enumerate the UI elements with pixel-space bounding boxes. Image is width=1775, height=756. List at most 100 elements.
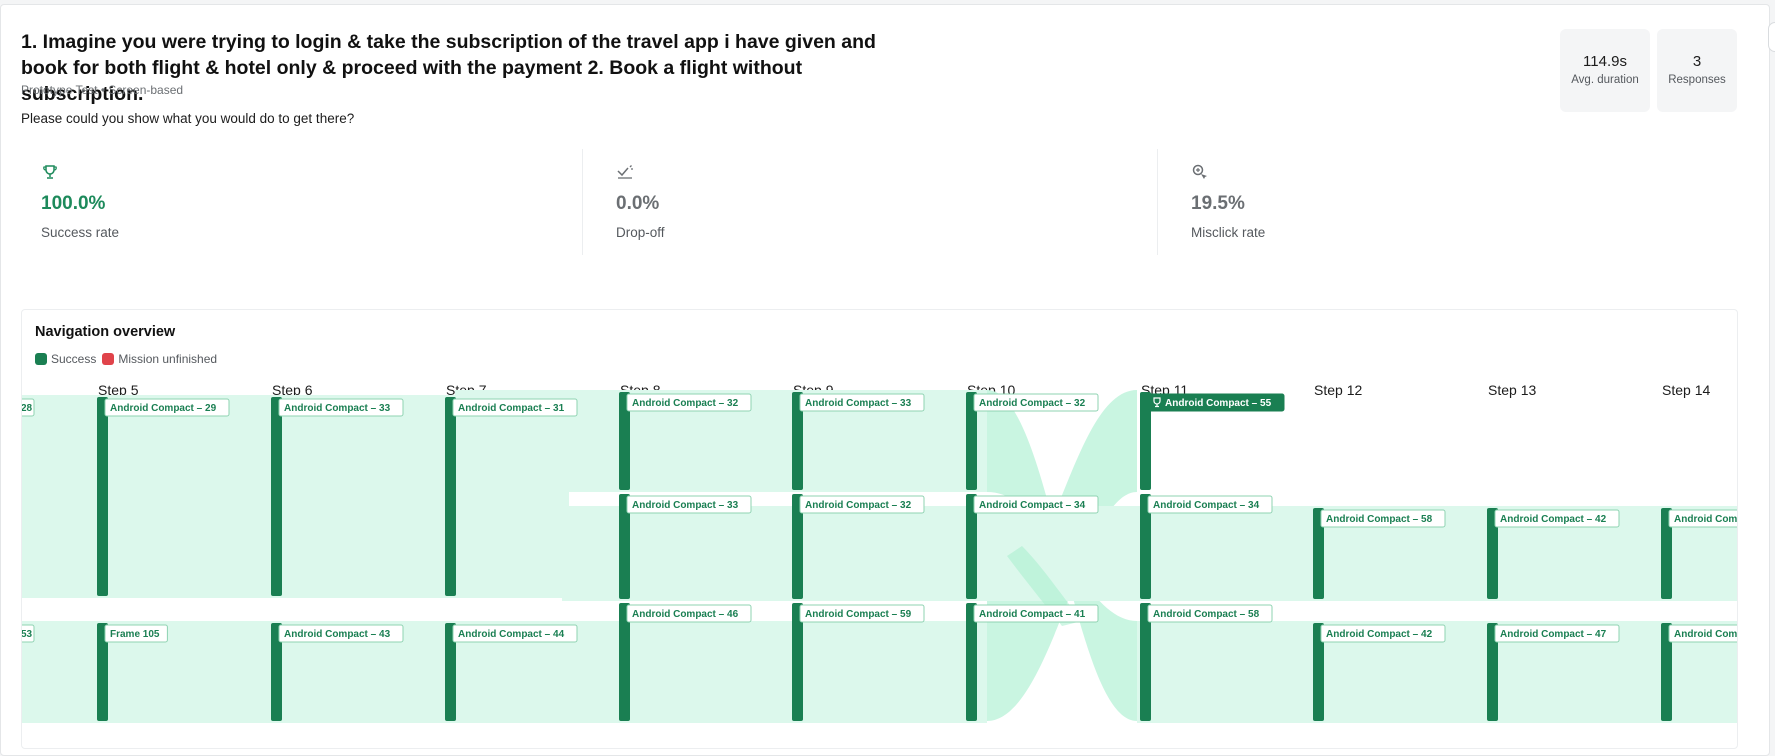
legend-unfinished-label: Mission unfinished	[118, 352, 218, 366]
node-bar[interactable]	[619, 494, 630, 599]
node-bar[interactable]	[792, 603, 803, 721]
node-label[interactable]: Android Compact – 55	[1147, 393, 1285, 412]
node-label-text: Android Compact – 47	[1500, 629, 1607, 640]
legend-mission-unfinished: Mission unfinished	[102, 352, 217, 366]
node-bar[interactable]	[619, 392, 630, 490]
node-label-text: Android Compact – 31	[458, 403, 565, 414]
node-label-text: 28	[22, 403, 33, 414]
task-results-card: 1. Imagine you were trying to login & ta…	[0, 4, 1770, 756]
node-bar[interactable]	[792, 392, 803, 490]
misclick-rate-label: Misclick rate	[1191, 225, 1266, 240]
success-rate-metric: 100.0% Success rate	[21, 149, 581, 257]
metric-divider	[582, 149, 583, 255]
avg-duration-value: 114.9s	[1583, 53, 1627, 70]
node-label-text: Android Compact – 46	[632, 609, 739, 620]
node-bar[interactable]	[1140, 603, 1151, 721]
navigation-overview: Navigation overview Success Mission unfi…	[21, 309, 1738, 749]
node-label[interactable]: Android Compact – 42	[1494, 509, 1620, 528]
flow-band	[562, 621, 987, 723]
node-label-text: Android Compact – 32	[979, 398, 1086, 409]
misclick-icon	[1192, 164, 1207, 179]
node-label[interactable]: Android Compact – 58	[1320, 509, 1446, 528]
task-subtitle: Prototype Test • Screen-based	[21, 83, 184, 97]
node-label[interactable]: Android Compa	[1668, 624, 1738, 643]
node-label-text: Android Compact – 33	[284, 403, 391, 414]
node-label[interactable]: Android Compact – 41	[973, 604, 1099, 623]
node-bar[interactable]	[97, 623, 108, 721]
node-bar[interactable]	[271, 397, 282, 596]
node-bar[interactable]	[792, 494, 803, 599]
node-label[interactable]: Android Compact – 32	[973, 393, 1099, 412]
node-label-text: Android Compact – 44	[458, 629, 565, 640]
node-label[interactable]: Android Compact – 34	[1147, 495, 1273, 514]
flow-svg: Android Compact – 29 Frame 105 Android Com…	[22, 390, 1738, 723]
drop-off-value: 0.0%	[616, 193, 660, 214]
misclick-rate-value: 19.5%	[1191, 193, 1245, 214]
responses-value: 3	[1692, 53, 1702, 70]
node-bar[interactable]	[1487, 623, 1498, 721]
node-label-text: Android Compact – 59	[805, 609, 912, 620]
drop-off-label: Drop-off	[616, 225, 665, 240]
node-label[interactable]: Android Compa	[1668, 509, 1738, 528]
node-label-text: Android Compact – 33	[805, 398, 912, 409]
node-bar[interactable]	[1140, 494, 1151, 599]
avg-duration-stat: 114.9s Avg. duration	[1560, 29, 1650, 112]
node-bar[interactable]	[1487, 508, 1498, 599]
node-label[interactable]: Android Compact – 47	[1494, 624, 1620, 643]
node-bar[interactable]	[1140, 392, 1151, 490]
node-label[interactable]: Android Compact – 33	[626, 495, 752, 514]
node-bar[interactable]	[619, 603, 630, 721]
node-bar[interactable]	[445, 397, 456, 596]
flow-diagram: Step 5 Step 6 Step 7 Step 8 Step 9 Step …	[22, 376, 1738, 748]
node-label[interactable]: Android Compact – 29	[104, 398, 230, 417]
node-label[interactable]: Android Compact – 44	[452, 624, 578, 643]
node-bar[interactable]	[1313, 508, 1324, 599]
node-bar[interactable]	[1661, 508, 1672, 599]
node-label[interactable]: Android Compact – 43	[278, 624, 404, 643]
node-bar[interactable]	[97, 397, 108, 596]
step-label: Step 12	[1314, 382, 1363, 398]
success-swatch	[35, 353, 47, 365]
node-label[interactable]: Android Compact – 32	[626, 393, 752, 412]
clipped-node-label[interactable]: 28	[22, 398, 35, 417]
node-bar[interactable]	[1661, 623, 1672, 721]
node-bar[interactable]	[966, 494, 977, 599]
node-label-text: Android Compa	[1674, 629, 1738, 640]
node-label[interactable]: Android Compact – 33	[799, 393, 925, 412]
task-prompt: Please could you show what you would do …	[21, 111, 355, 126]
avg-duration-label: Avg. duration	[1571, 74, 1639, 86]
node-label[interactable]: Frame 105	[104, 624, 168, 643]
node-label[interactable]: Android Compact – 42	[1320, 624, 1446, 643]
node-label-text: Android Compact – 29	[110, 403, 217, 414]
node-label-text: Android Compact – 33	[632, 500, 739, 511]
task-title: 1. Imagine you were trying to login & ta…	[21, 31, 876, 105]
node-label[interactable]: Android Compact – 34	[973, 495, 1099, 514]
node-bar[interactable]	[966, 603, 977, 721]
node-label[interactable]: Android Compact – 58	[1147, 604, 1273, 623]
node-label[interactable]: Android Compact – 32	[799, 495, 925, 514]
node-label[interactable]: Android Compact – 46	[626, 604, 752, 623]
flow-band	[987, 506, 1137, 601]
node-label[interactable]: Android Compact – 33	[278, 398, 404, 417]
node-label-text: Android Compact – 58	[1153, 609, 1260, 620]
node-label[interactable]: Android Compact – 59	[799, 604, 925, 623]
metric-divider	[1157, 149, 1158, 255]
node-label-text: Android Compact – 43	[284, 629, 391, 640]
side-panel-handle[interactable]	[1768, 22, 1775, 52]
node-label-text: Android Compact – 34	[979, 500, 1086, 511]
node-bar[interactable]	[271, 623, 282, 721]
responses-stat: 3 Responses	[1657, 29, 1737, 112]
node-label-text: Android Compact – 42	[1326, 629, 1433, 640]
node-bar[interactable]	[445, 623, 456, 721]
node-bar[interactable]	[1313, 623, 1324, 721]
node-label-text: Android Compa	[1674, 514, 1738, 525]
node-bar[interactable]	[966, 392, 977, 490]
navigation-legend: Success Mission unfinished	[35, 352, 223, 366]
step-label: Step 5	[98, 382, 139, 398]
node-label[interactable]: Android Compact – 31	[452, 398, 578, 417]
success-rate-value: 100.0%	[41, 193, 106, 214]
step-label: Step 14	[1662, 382, 1711, 398]
misclick-rate-metric: 19.5% Misclick rate	[1171, 149, 1731, 257]
flow-band	[22, 395, 97, 598]
clipped-node-label[interactable]: 53	[22, 624, 35, 643]
